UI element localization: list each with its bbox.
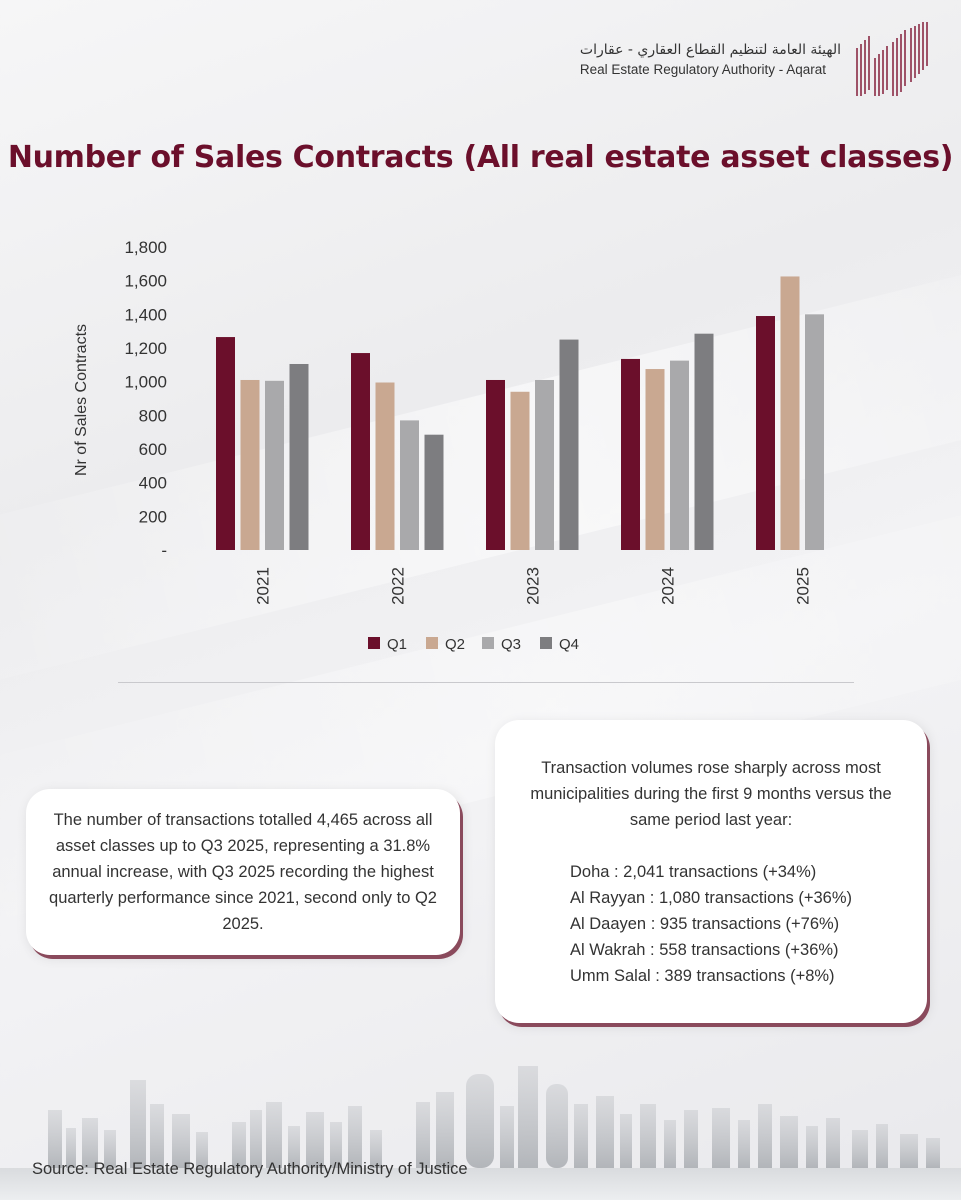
y-tick-label: 1,200	[124, 339, 167, 358]
bar-2024-q1	[621, 358, 640, 550]
sales-contracts-bar-chart: - 200 400 600 800 1,000 1,200 1,400 1,600 1,800 N…	[73, 238, 824, 653]
legend-label-q1: Q1	[387, 636, 407, 653]
bar-2022-q2	[375, 382, 395, 550]
y-tick-label: 200	[139, 507, 167, 526]
bar-2021-q4	[289, 363, 309, 550]
summary-left-text: The number of transactions totalled 4,46…	[49, 811, 437, 933]
y-axis-label: Nr of Sales Contracts	[73, 324, 90, 476]
list-item: Al Daayen : 935 transactions (+76%)	[569, 914, 840, 933]
y-tick-label: 800	[139, 406, 167, 425]
y-tick-label: 400	[139, 474, 167, 493]
municipality-list: Doha : 2,041 transactions (+34%) Al Rayy…	[570, 859, 852, 989]
y-axis: - 200 400 600 800 1,000 1,200 1,400 1,600 1,800	[124, 238, 167, 560]
city-skyline-illustration	[0, 1066, 961, 1200]
bars-group	[216, 276, 824, 550]
bar-2021-q1	[216, 337, 235, 550]
legend-swatch-q4	[540, 637, 552, 649]
x-tick-label: 2022	[388, 567, 407, 605]
summary-card-right: Transaction volumes rose sharply across …	[495, 720, 927, 1023]
y-tick-label: 1,600	[124, 272, 167, 291]
y-tick-label: 1,400	[124, 305, 167, 324]
bar-2023-q3	[535, 379, 554, 550]
bar-2024-q3	[670, 360, 689, 550]
bar-2022-q3	[400, 420, 419, 550]
bar-2023-q1	[486, 379, 505, 550]
bar-2022-q1	[351, 353, 370, 550]
logo-english-text: Real Estate Regulatory Authority - Aqara…	[579, 61, 827, 77]
logo-arabic-text: الهيئة العامة لتنظيم القطاع العقاري - عق…	[579, 41, 841, 58]
bar-2023-q4	[559, 339, 579, 550]
bar-2024-q2	[645, 369, 665, 550]
summary-right-intro: Transaction volumes rose sharply across …	[530, 758, 892, 829]
x-tick-label: 2025	[793, 567, 812, 605]
legend-label-q4: Q4	[559, 636, 579, 653]
aqarat-logo-icon	[856, 22, 928, 96]
chart-title: Number of Sales Contracts (All real esta…	[7, 140, 954, 175]
x-tick-label: 2023	[523, 567, 542, 605]
list-item: Umm Salal : 389 transactions (+8%)	[569, 966, 835, 985]
summary-card-left: The number of transactions totalled 4,46…	[26, 789, 460, 955]
source-note: Source: Real Estate Regulatory Authority…	[32, 1160, 468, 1178]
header-logo: الهيئة العامة لتنظيم القطاع العقاري - عق…	[580, 20, 933, 98]
bar-2022-q4	[424, 434, 444, 550]
bar-2023-q2	[510, 391, 530, 550]
legend-swatch-q2	[426, 637, 438, 649]
list-item: Doha : 2,041 transactions (+34%)	[569, 862, 817, 881]
list-item: Al Wakrah : 558 transactions (+36%)	[569, 940, 839, 959]
bar-2025-q2	[780, 276, 800, 550]
x-axis-labels: 2021 2022 2023 2024 2025	[253, 567, 812, 605]
legend-label-q2: Q2	[445, 636, 465, 653]
y-tick-label: -	[161, 541, 167, 560]
bar-2021-q2	[240, 379, 260, 550]
x-tick-label: 2021	[253, 567, 272, 605]
divider	[118, 682, 854, 683]
y-tick-label: 1,800	[124, 238, 167, 257]
legend: Q1 Q2 Q3 Q4	[368, 636, 579, 653]
legend-label-q3: Q3	[501, 636, 521, 653]
x-tick-label: 2024	[658, 567, 677, 605]
legend-swatch-q3	[482, 637, 494, 649]
bar-2025-q1	[756, 316, 775, 550]
bar-2024-q4	[694, 333, 714, 550]
y-tick-label: 600	[139, 440, 167, 459]
list-item: Al Rayyan : 1,080 transactions (+36%)	[569, 888, 853, 907]
legend-swatch-q1	[368, 637, 380, 649]
bar-2021-q3	[265, 380, 284, 550]
y-tick-label: 1,000	[124, 373, 167, 392]
bar-2025-q3	[805, 314, 824, 550]
